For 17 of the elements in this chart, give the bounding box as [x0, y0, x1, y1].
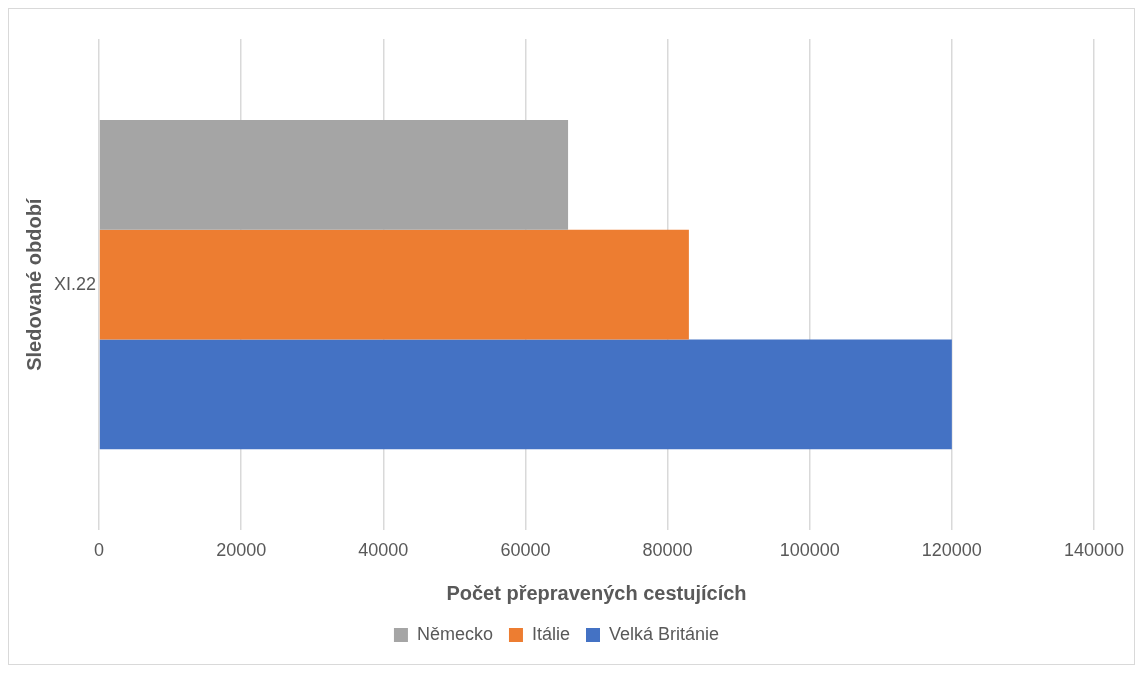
y-tick-label: XI.22 [54, 273, 97, 294]
x-tick-label: 60000 [500, 540, 551, 561]
y-axis-title: Sledované období [22, 197, 45, 371]
x-tick-label: 20000 [216, 540, 267, 561]
x-tick-label: 140000 [1063, 540, 1125, 561]
legend-label: Itálie [531, 623, 570, 644]
x-tick-label: 120000 [921, 540, 982, 561]
x-tick-label: 40000 [358, 540, 409, 561]
x-tick-label: 80000 [642, 540, 693, 561]
bar [99, 120, 569, 230]
x-axis-title: Počet přepravených cestujících [446, 581, 747, 604]
bar [99, 229, 689, 340]
legend-label: Německo [416, 623, 493, 644]
bar [99, 339, 952, 450]
x-tick-label: 0 [94, 540, 105, 561]
legend-label: Velká Británie [608, 623, 720, 644]
x-tick-label: 100000 [779, 540, 840, 561]
